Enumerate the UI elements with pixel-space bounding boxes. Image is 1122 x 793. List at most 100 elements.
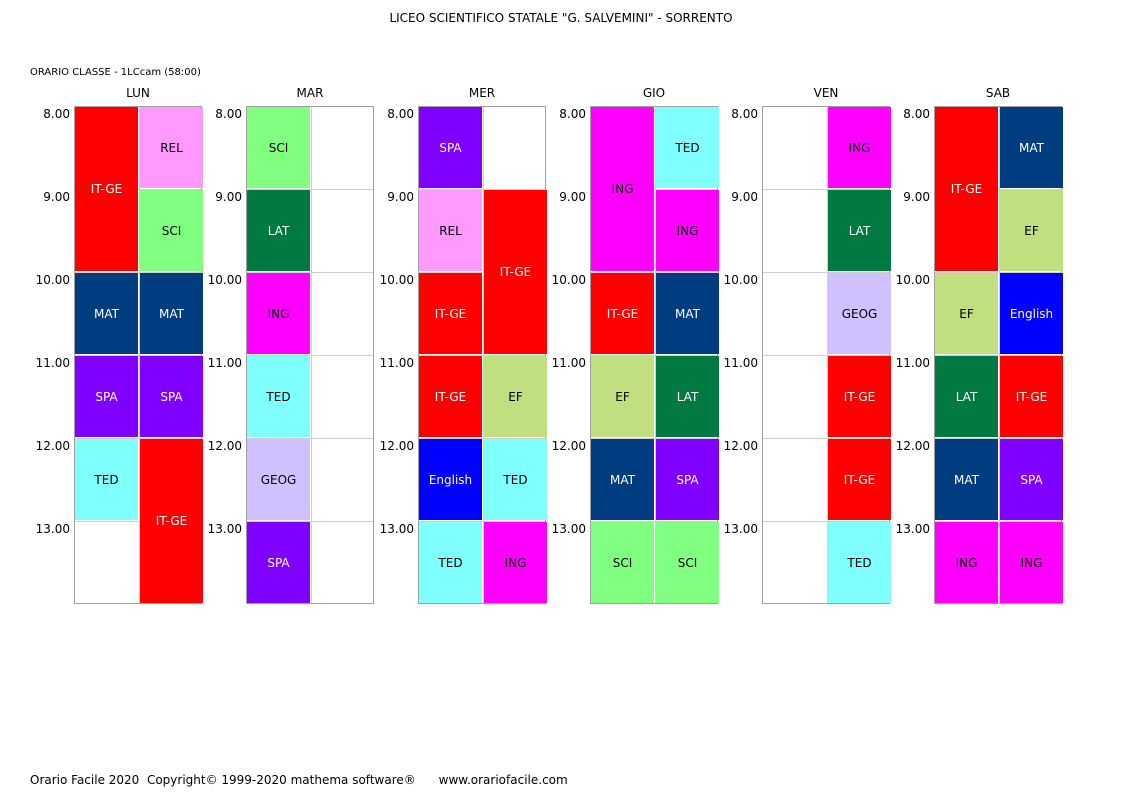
lesson-block[interactable]: ING [484, 522, 547, 603]
lesson-subject: SPA [160, 389, 183, 404]
time-label: 12.00 [551, 439, 586, 453]
lesson-block[interactable]: MAT [1000, 107, 1063, 188]
lesson-subject: ING [676, 223, 699, 238]
time-label: 12.00 [379, 439, 414, 453]
time-label: 13.00 [379, 522, 414, 536]
lesson-block[interactable]: TED [828, 522, 891, 603]
lesson-block[interactable]: SCI [140, 190, 203, 271]
day-grid-gio: ING TED ING IT-GE MAT EF LAT MAT SPA SCI SCI [590, 106, 719, 604]
lesson-subject: IT-GE [155, 514, 188, 528]
lesson-block[interactable]: MAT [656, 273, 719, 354]
grid-line [75, 521, 201, 522]
grid-line [483, 107, 484, 603]
lesson-block[interactable]: English [1000, 273, 1063, 354]
lesson-subject: IT-GE [499, 265, 532, 279]
lesson-subject: LAT [955, 389, 978, 404]
lesson-block[interactable]: IT-GE [419, 273, 482, 354]
lesson-block[interactable]: REL [140, 107, 203, 188]
lesson-block[interactable]: IT-GE [1000, 356, 1063, 437]
lesson-subject: TED [438, 555, 463, 570]
lesson-subject: GEOG [260, 472, 297, 487]
lesson-subject: IT-GE [843, 472, 876, 487]
lesson-block[interactable]: IT-GE [935, 107, 998, 271]
lesson-block[interactable]: GEOG [828, 273, 891, 354]
time-label: 8.00 [43, 107, 70, 121]
lesson-subject: English [1009, 306, 1054, 321]
lesson-block[interactable]: TED [656, 107, 719, 188]
lesson-block[interactable]: SCI [656, 522, 719, 603]
lesson-subject: SCI [161, 223, 182, 238]
lesson-block[interactable]: SPA [656, 439, 719, 520]
lesson-subject: EF [959, 306, 974, 321]
lesson-block[interactable]: EF [591, 356, 654, 437]
lesson-subject: SCI [677, 555, 698, 570]
lesson-block[interactable]: ING [247, 273, 310, 354]
grid-line [935, 355, 1061, 356]
lesson-block[interactable]: EF [935, 273, 998, 354]
grid-line [591, 189, 717, 190]
grid-line [763, 189, 889, 190]
lesson-block[interactable]: ING [1000, 522, 1063, 603]
lesson-subject: MAT [159, 306, 184, 321]
lesson-block[interactable]: SCI [591, 522, 654, 603]
grid-line [419, 189, 545, 190]
lesson-block[interactable]: SPA [247, 522, 310, 603]
lesson-block[interactable]: ING [656, 190, 719, 271]
lesson-block[interactable]: ING [828, 107, 891, 188]
lesson-block[interactable]: MAT [591, 439, 654, 520]
lesson-block[interactable]: IT-GE [591, 273, 654, 354]
lesson-block[interactable]: IT-GE [828, 356, 891, 437]
lesson-block[interactable]: SPA [1000, 439, 1063, 520]
lesson-block[interactable]: TED [75, 439, 138, 520]
grid-line [655, 107, 656, 603]
lesson-block[interactable]: EF [1000, 190, 1063, 271]
lesson-block[interactable]: IT-GE [75, 107, 138, 271]
time-label: 10.00 [379, 273, 414, 287]
lesson-block[interactable]: TED [247, 356, 310, 437]
lesson-subject: EF [615, 389, 630, 404]
grid-line [419, 272, 545, 273]
page-title: LICEO SCIENTIFICO STATALE "G. SALVEMINI"… [389, 11, 733, 25]
lesson-block[interactable]: IT-GE [419, 356, 482, 437]
lesson-block[interactable]: SCI [247, 107, 310, 188]
lesson-block[interactable]: LAT [247, 190, 310, 271]
grid-line [247, 272, 373, 273]
time-label: 11.00 [551, 356, 586, 370]
grid-line [311, 107, 312, 603]
lesson-block[interactable]: GEOG [247, 439, 310, 520]
lesson-block[interactable]: MAT [75, 273, 138, 354]
grid-line [763, 438, 889, 439]
lesson-block[interactable]: English [419, 439, 482, 520]
lesson-block[interactable]: LAT [935, 356, 998, 437]
time-label: 9.00 [387, 190, 414, 204]
lesson-block[interactable]: SPA [140, 356, 203, 437]
grid-line [935, 189, 1061, 190]
lesson-block[interactable]: TED [484, 439, 547, 520]
lesson-subject: ING [267, 306, 290, 321]
lesson-block[interactable]: REL [419, 190, 482, 271]
lesson-subject: LAT [267, 223, 290, 238]
lesson-block[interactable]: SPA [419, 107, 482, 188]
class-subtitle: ORARIO CLASSE - 1LCcam (58:00) [30, 67, 201, 78]
lesson-block[interactable]: IT-GE [484, 190, 547, 354]
lesson-block[interactable]: SPA [75, 356, 138, 437]
lesson-block[interactable]: IT-GE [140, 439, 203, 603]
lesson-block[interactable]: EF [484, 356, 547, 437]
lesson-block[interactable]: MAT [140, 273, 203, 354]
lesson-block[interactable]: LAT [828, 190, 891, 271]
lesson-block[interactable]: TED [419, 522, 482, 603]
time-label: 9.00 [559, 190, 586, 204]
day-grid-mer: SPA REL IT-GE IT-GE IT-GE EF English TED TED ING [418, 106, 547, 604]
lesson-subject: IT-GE [950, 182, 983, 196]
lesson-block[interactable]: ING [591, 107, 654, 271]
time-label: 8.00 [903, 107, 930, 121]
lesson-block[interactable]: MAT [935, 439, 998, 520]
day-label-lun: LUN [126, 86, 150, 100]
time-label: 9.00 [731, 190, 758, 204]
lesson-subject: GEOG [841, 306, 878, 321]
lesson-subject: TED [503, 472, 528, 487]
lesson-block[interactable]: IT-GE [828, 439, 891, 520]
lesson-block[interactable]: LAT [656, 356, 719, 437]
lesson-block[interactable]: ING [935, 522, 998, 603]
lesson-subject: TED [266, 389, 291, 404]
